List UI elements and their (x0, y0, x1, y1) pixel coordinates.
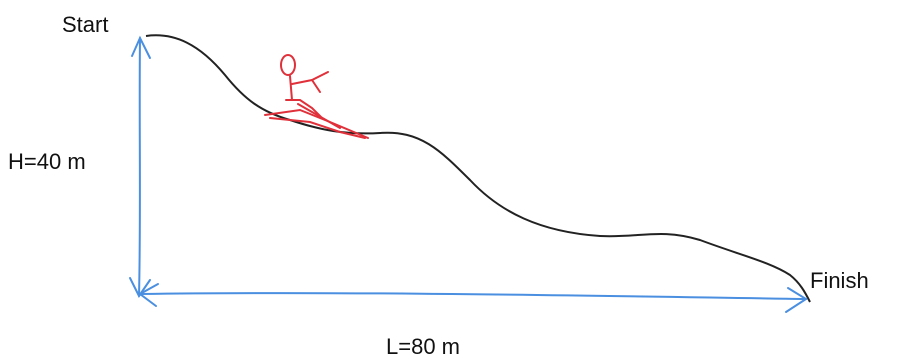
page: Start H=40 m Finish L=80 m (() => { cons… (0, 0, 900, 364)
finish-label: Finish (810, 268, 869, 293)
hill-curve (146, 35, 810, 302)
start-label: Start (62, 12, 108, 37)
length-arrow (140, 284, 806, 312)
diagram: Start H=40 m Finish L=80 m (0, 0, 900, 364)
length-label: L=80 m (386, 334, 460, 359)
height-arrow (130, 38, 150, 296)
height-label: H=40 m (8, 149, 86, 174)
sled-rider (265, 55, 368, 138)
